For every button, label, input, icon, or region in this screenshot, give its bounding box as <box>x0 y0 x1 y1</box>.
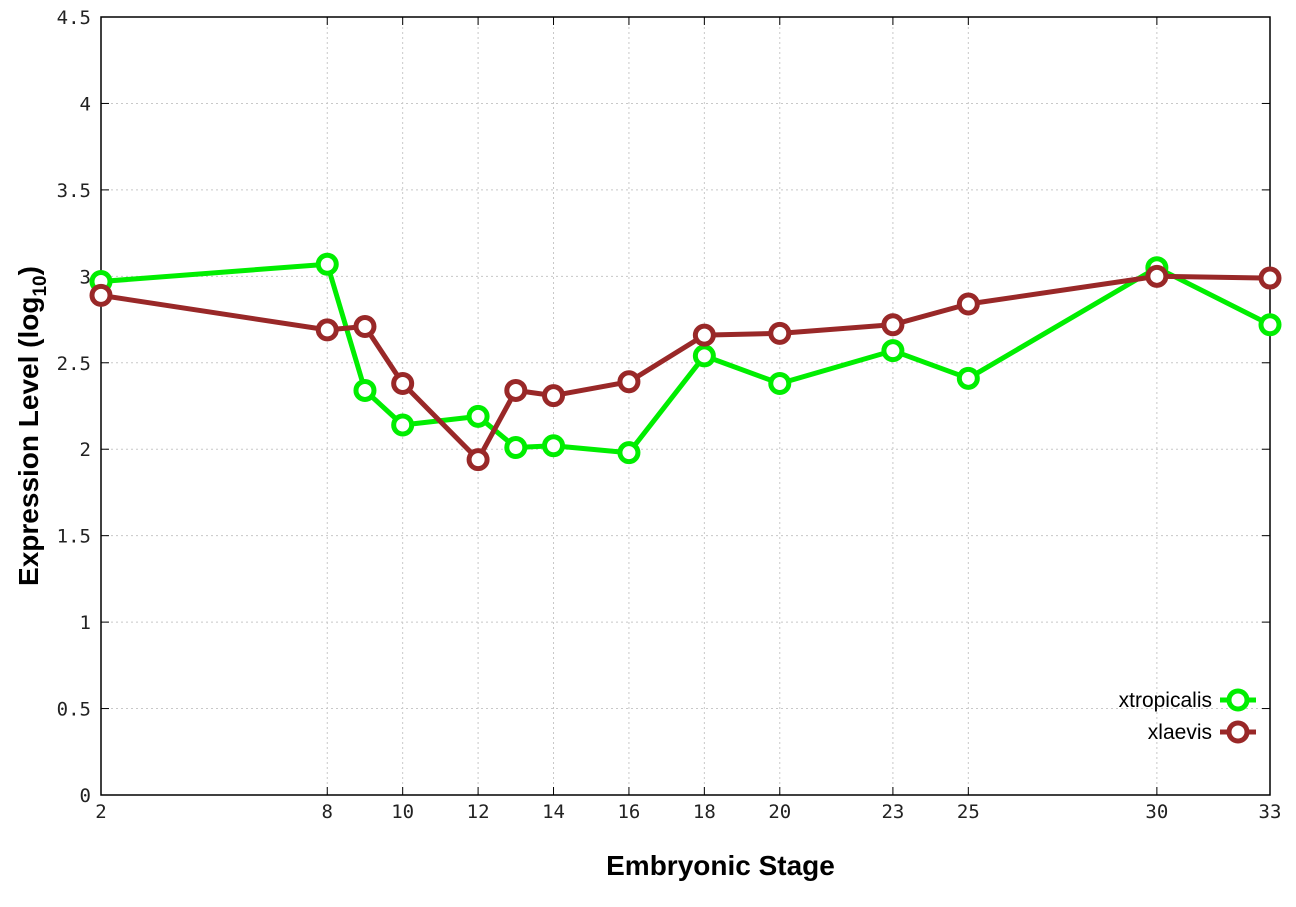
data-point <box>956 292 980 316</box>
data-point <box>1145 264 1169 288</box>
series-layer <box>89 252 1282 472</box>
data-point <box>315 318 339 342</box>
data-point <box>542 384 566 408</box>
legend: xtropicalis xlaevis <box>1119 688 1256 744</box>
y-tick-label: 0.5 <box>57 699 91 721</box>
data-point <box>504 378 528 402</box>
data-point <box>315 252 339 276</box>
x-axis-title: Embryonic Stage <box>606 850 835 881</box>
data-point <box>466 448 490 472</box>
plot-area-frame <box>100 16 1271 796</box>
axis-ticks: 2 8 10 12 14 16 18 20 23 25 30 33 0 0.5 1 1.5 2 2.5 3 3.5 4 4… <box>57 7 1282 823</box>
legend-marker-swatch <box>1226 720 1250 744</box>
y-axis-title-main: Expression Level (log <box>13 297 44 586</box>
x-tick-label: 10 <box>391 801 414 823</box>
y-tick-label: 1 <box>80 612 91 634</box>
x-tick-label: 33 <box>1259 801 1282 823</box>
y-tick-label: 3 <box>80 266 91 288</box>
x-tick-label: 12 <box>467 801 490 823</box>
series-xlaevis <box>89 264 1282 472</box>
y-axis-title-close: ) <box>13 266 44 275</box>
data-point <box>617 370 641 394</box>
series-xtropicalis <box>89 252 1282 465</box>
data-point <box>768 372 792 396</box>
x-tick-label: 25 <box>957 801 980 823</box>
data-point <box>881 339 905 363</box>
data-point <box>1258 313 1282 337</box>
legend-label: xlaevis <box>1148 721 1212 744</box>
data-point <box>353 378 377 402</box>
legend-item-xlaevis: xlaevis <box>1148 720 1256 744</box>
data-point <box>881 313 905 337</box>
y-tick-label: 1.5 <box>57 526 91 548</box>
y-tick-label: 4 <box>80 93 91 115</box>
y-tick-label: 4.5 <box>57 7 91 29</box>
grid <box>101 17 1270 795</box>
y-tick-label: 2.5 <box>57 353 91 375</box>
series-line <box>100 261 1272 456</box>
x-tick-label: 18 <box>693 801 716 823</box>
data-point <box>89 283 113 307</box>
data-point <box>956 366 980 390</box>
data-point <box>1258 266 1282 290</box>
data-point <box>768 321 792 345</box>
y-tick-label: 2 <box>80 439 91 461</box>
x-tick-label: 8 <box>322 801 333 823</box>
legend-label: xtropicalis <box>1119 689 1212 712</box>
x-tick-label: 30 <box>1145 801 1168 823</box>
y-tick-label: 0 <box>80 785 91 807</box>
data-point <box>391 413 415 437</box>
legend-item-xtropicalis: xtropicalis <box>1119 688 1256 712</box>
x-tick-label: 14 <box>542 801 565 823</box>
data-point <box>466 404 490 428</box>
x-tick-label: 20 <box>768 801 791 823</box>
data-point <box>353 314 377 338</box>
data-point <box>391 372 415 396</box>
data-point <box>542 434 566 458</box>
x-tick-label: 16 <box>617 801 640 823</box>
y-tick-label: 3.5 <box>57 180 91 202</box>
y-axis-title-subscript: 10 <box>30 275 51 296</box>
x-tick-label: 23 <box>881 801 904 823</box>
y-axis-title: Expression Level (log10) <box>13 266 51 586</box>
data-point <box>504 435 528 459</box>
data-point <box>617 441 641 465</box>
x-tick-label: 2 <box>95 801 106 823</box>
data-point <box>692 323 716 347</box>
legend-marker-swatch <box>1226 688 1250 712</box>
data-point <box>692 344 716 368</box>
